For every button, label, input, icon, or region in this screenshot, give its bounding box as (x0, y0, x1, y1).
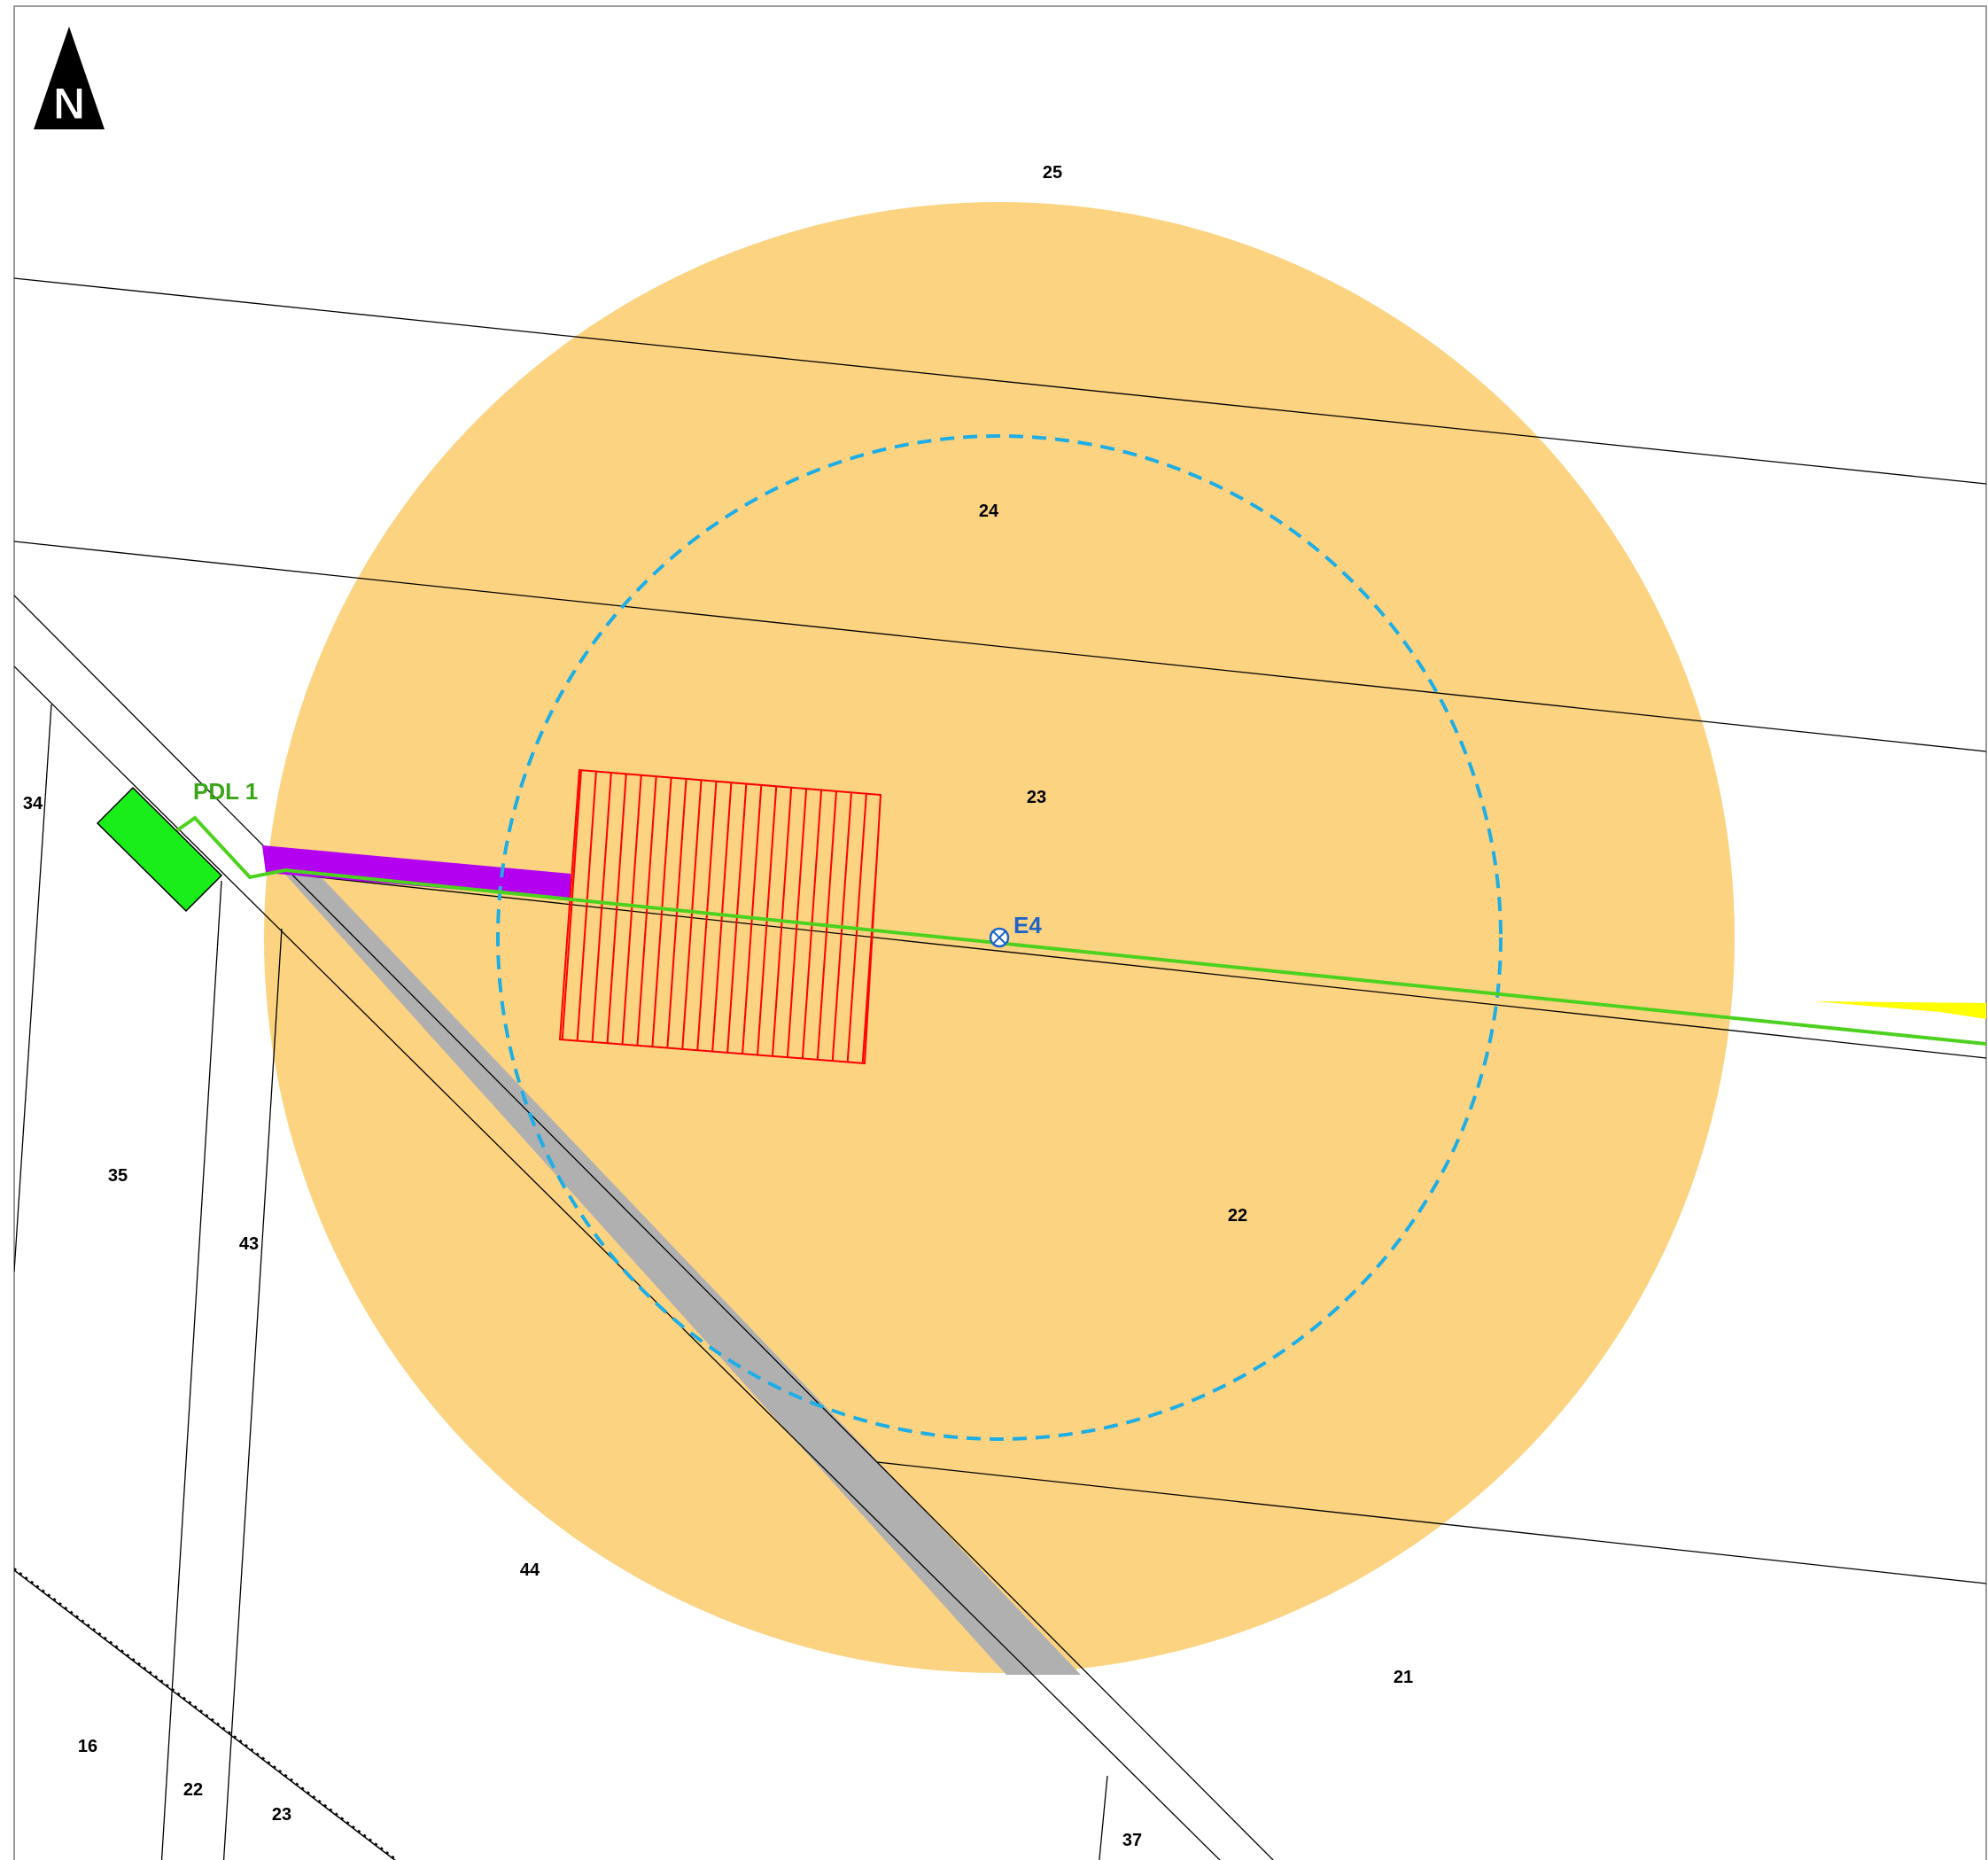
parcel-boundary-line (14, 704, 52, 1272)
north-arrow-icon: N (34, 27, 105, 129)
parcel-number: 35 (108, 1166, 128, 1186)
well-symbol-icon[interactable] (989, 927, 1010, 948)
well-label: E4 (1013, 912, 1042, 938)
parcel-number: 25 (1043, 163, 1062, 183)
parcel-number: 16 (78, 1737, 97, 1756)
parcel-boundary-line (14, 277, 1986, 485)
parcel-number: 24 (979, 502, 999, 521)
road-edge-line (14, 665, 1221, 1860)
parcel-number: 22 (183, 1780, 203, 1800)
parcel-number: 23 (1027, 788, 1046, 807)
parcel-number: 23 (272, 1805, 291, 1825)
parcel-boundary-line (1099, 1775, 1108, 1860)
railway-line (14, 1569, 396, 1860)
parcel-number: 34 (23, 794, 43, 813)
pipeline-route (175, 815, 1986, 1046)
parcel-number: 21 (1394, 1668, 1413, 1687)
road-segment-grey (262, 849, 1081, 1675)
parcel-number: 22 (1228, 1206, 1247, 1226)
access-road (262, 845, 571, 899)
parcel-number: 44 (520, 1560, 540, 1580)
pdl-label: PDL 1 (193, 778, 258, 805)
pad-rectangle (96, 786, 223, 913)
road-edge-line (14, 595, 1274, 1860)
parcel-number: 43 (239, 1234, 259, 1254)
inner-buffer-circle (496, 434, 1503, 1441)
railway-line (14, 1568, 399, 1860)
parcel-boundary-line (160, 880, 222, 1860)
parcel-boundary-line (222, 928, 283, 1860)
parcel-number: 37 (1122, 1831, 1142, 1850)
hatched-area (558, 768, 882, 1065)
svg-text:N: N (53, 79, 85, 128)
yellow-feature (1814, 1001, 1986, 1019)
parcel-boundary-line (876, 1461, 1986, 1584)
parcel-boundary-line (14, 541, 1986, 752)
